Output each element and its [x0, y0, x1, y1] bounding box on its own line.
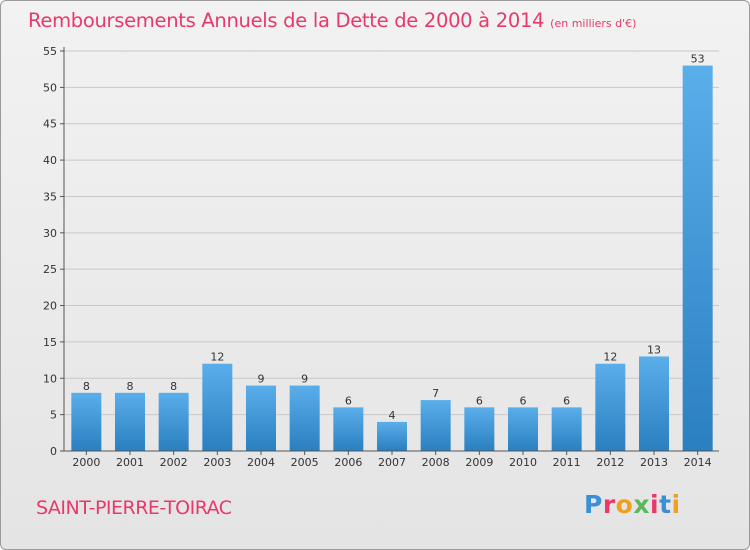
grid-lines [64, 50, 719, 416]
bar-2007[interactable] [377, 421, 407, 451]
logo-letter: t [659, 490, 672, 519]
value-label: 53 [691, 53, 705, 66]
bar-2011[interactable] [551, 407, 582, 451]
y-tick-label: 45 [43, 118, 57, 131]
logo-letter: x [633, 490, 650, 519]
axes [60, 47, 719, 455]
y-tick-label: 35 [43, 190, 57, 203]
labels: 0 5 10 15 20 25 30 35 40 45 50 55 8 2000 8 2001 8 2002 12 2… [43, 45, 712, 469]
x-tick-label: 2004 [247, 456, 275, 469]
y-tick-label: 20 [43, 300, 57, 313]
value-label: 8 [170, 380, 177, 393]
bar-2005[interactable] [289, 385, 320, 451]
logo-letter: i [671, 490, 681, 519]
value-label: 8 [127, 380, 134, 393]
chart-title-text: Remboursements Annuels de la Dette de 20… [28, 9, 545, 32]
x-tick-label: 2005 [291, 456, 319, 469]
logo-letter: r [602, 490, 616, 519]
bar-2002[interactable] [158, 392, 189, 451]
chart-title: Remboursements Annuels de la Dette de 20… [28, 9, 636, 32]
bar-2013[interactable] [639, 356, 669, 451]
bar-2010[interactable] [508, 407, 538, 451]
y-tick-label: 40 [43, 154, 57, 167]
x-tick-label: 2000 [72, 456, 100, 469]
value-label: 6 [345, 394, 352, 407]
bars [71, 65, 713, 451]
commune-name: SAINT-PIERRE-TOIRAC [36, 497, 232, 519]
value-label: 9 [301, 373, 308, 386]
value-label: 12 [210, 351, 224, 364]
chart-unit: (en milliers d'€) [550, 17, 637, 30]
x-tick-label: 2006 [334, 456, 362, 469]
value-label: 6 [520, 394, 527, 407]
bar-2001[interactable] [115, 392, 145, 451]
x-tick-label: 2012 [596, 456, 624, 469]
x-tick-label: 2002 [160, 456, 188, 469]
value-label: 12 [603, 351, 617, 364]
bar-2004[interactable] [246, 385, 276, 451]
value-label: 13 [647, 343, 661, 356]
y-tick-label: 15 [43, 336, 57, 349]
x-tick-label: 2007 [378, 456, 406, 469]
x-tick-label: 2009 [465, 456, 493, 469]
x-tick-label: 2003 [203, 456, 231, 469]
x-tick-label: 2001 [116, 456, 144, 469]
y-tick-label: 25 [43, 263, 57, 276]
value-label: 9 [258, 373, 265, 386]
bar-2006[interactable] [333, 407, 364, 451]
y-tick-label: 30 [43, 227, 57, 240]
y-tick-label: 10 [43, 372, 57, 385]
bar-2008[interactable] [420, 400, 451, 451]
value-label: 7 [432, 387, 439, 400]
bar-2000[interactable] [71, 392, 102, 451]
logo-letter: o [615, 490, 634, 519]
y-tick-label: 5 [50, 409, 57, 422]
bar-2012[interactable] [595, 363, 626, 451]
y-tick-label: 50 [43, 81, 57, 94]
bar-2014[interactable] [682, 65, 713, 451]
logo-letter: i [650, 490, 660, 519]
y-tick-label: 0 [50, 445, 57, 458]
x-tick-label: 2014 [684, 456, 712, 469]
x-tick-label: 2010 [509, 456, 537, 469]
bar-2003[interactable] [202, 363, 233, 451]
x-tick-label: 2011 [553, 456, 581, 469]
value-label: 4 [389, 409, 396, 422]
logo-letter: P [584, 490, 603, 519]
value-label: 8 [83, 380, 90, 393]
x-tick-label: 2013 [640, 456, 668, 469]
proxiti-logo[interactable]: Proxiti [584, 490, 681, 519]
value-label: 6 [476, 394, 483, 407]
bar-2009[interactable] [464, 407, 495, 451]
value-label: 6 [563, 394, 570, 407]
y-tick-label: 55 [43, 45, 57, 58]
x-tick-label: 2008 [422, 456, 450, 469]
